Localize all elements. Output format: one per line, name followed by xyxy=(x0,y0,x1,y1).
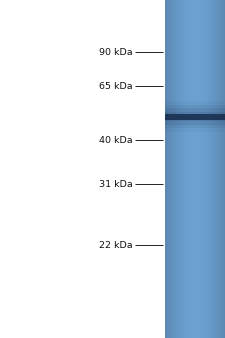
Bar xyxy=(165,114,225,120)
Bar xyxy=(165,101,225,132)
Text: 90 kDa: 90 kDa xyxy=(99,48,133,57)
Text: 22 kDa: 22 kDa xyxy=(99,241,133,249)
Text: 31 kDa: 31 kDa xyxy=(99,180,133,189)
Bar xyxy=(165,112,225,121)
Text: 65 kDa: 65 kDa xyxy=(99,82,133,91)
Bar xyxy=(165,105,225,128)
Bar xyxy=(165,108,225,125)
Text: 40 kDa: 40 kDa xyxy=(99,136,133,145)
